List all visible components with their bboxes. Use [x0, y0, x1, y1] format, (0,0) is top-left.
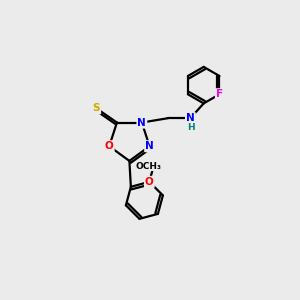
Text: S: S	[93, 103, 100, 113]
Text: OCH₃: OCH₃	[135, 162, 161, 171]
Text: N: N	[137, 118, 146, 128]
Text: O: O	[105, 141, 114, 151]
Text: N: N	[145, 141, 154, 151]
Text: H: H	[187, 123, 195, 132]
Text: N: N	[186, 113, 195, 123]
Text: F: F	[216, 89, 223, 99]
Text: O: O	[145, 177, 154, 187]
